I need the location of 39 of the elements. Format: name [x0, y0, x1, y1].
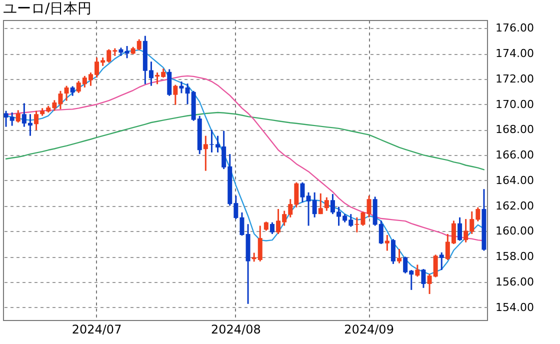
candlestick: [173, 84, 178, 106]
candlestick: [203, 135, 208, 172]
candlestick: [270, 222, 274, 235]
y-tick-label: 176.00: [496, 22, 534, 35]
x-tick-label: 2024/09: [344, 322, 394, 336]
y-tick-label: 174.00: [496, 47, 534, 60]
candlestick: [397, 248, 402, 264]
y-tick-label: 168.00: [496, 123, 534, 136]
candlestick: [167, 68, 172, 97]
candlestick: [264, 220, 268, 232]
y-tick-label: 158.00: [496, 250, 534, 264]
candlestick: [366, 194, 372, 218]
candlestick: [179, 80, 184, 94]
candlestick: [64, 85, 69, 102]
y-tick-label: 164.00: [496, 174, 534, 187]
candlestick: [439, 252, 444, 271]
candlestick: [300, 182, 305, 204]
candlestick: [324, 196, 329, 212]
x-tick-label: 2024/08: [210, 322, 261, 336]
y-tick-label: 170.00: [496, 98, 534, 111]
y-tick-label: 154.00: [496, 300, 534, 314]
candlestick: [124, 45, 130, 59]
chart-title: ユーロ/日本円: [3, 1, 92, 17]
y-tick-label: 166.00: [496, 148, 534, 162]
candlestick: [458, 216, 462, 242]
candlestick: [16, 109, 20, 124]
candlestick: [70, 85, 75, 97]
candlestick: [415, 264, 420, 278]
y-tick-label: 156.00: [496, 275, 534, 288]
candlestick: [384, 234, 390, 252]
candlestick: [34, 110, 39, 131]
y-tick-label: 172.00: [496, 72, 534, 86]
y-tick-label: 160.00: [496, 224, 534, 238]
line-series: [5, 112, 485, 170]
y-tick-label: 162.00: [496, 199, 534, 212]
candlestick: [390, 238, 396, 265]
candlestick: [318, 192, 323, 215]
x-tick-label: 2024/07: [72, 322, 122, 336]
candlestick: [421, 268, 426, 289]
